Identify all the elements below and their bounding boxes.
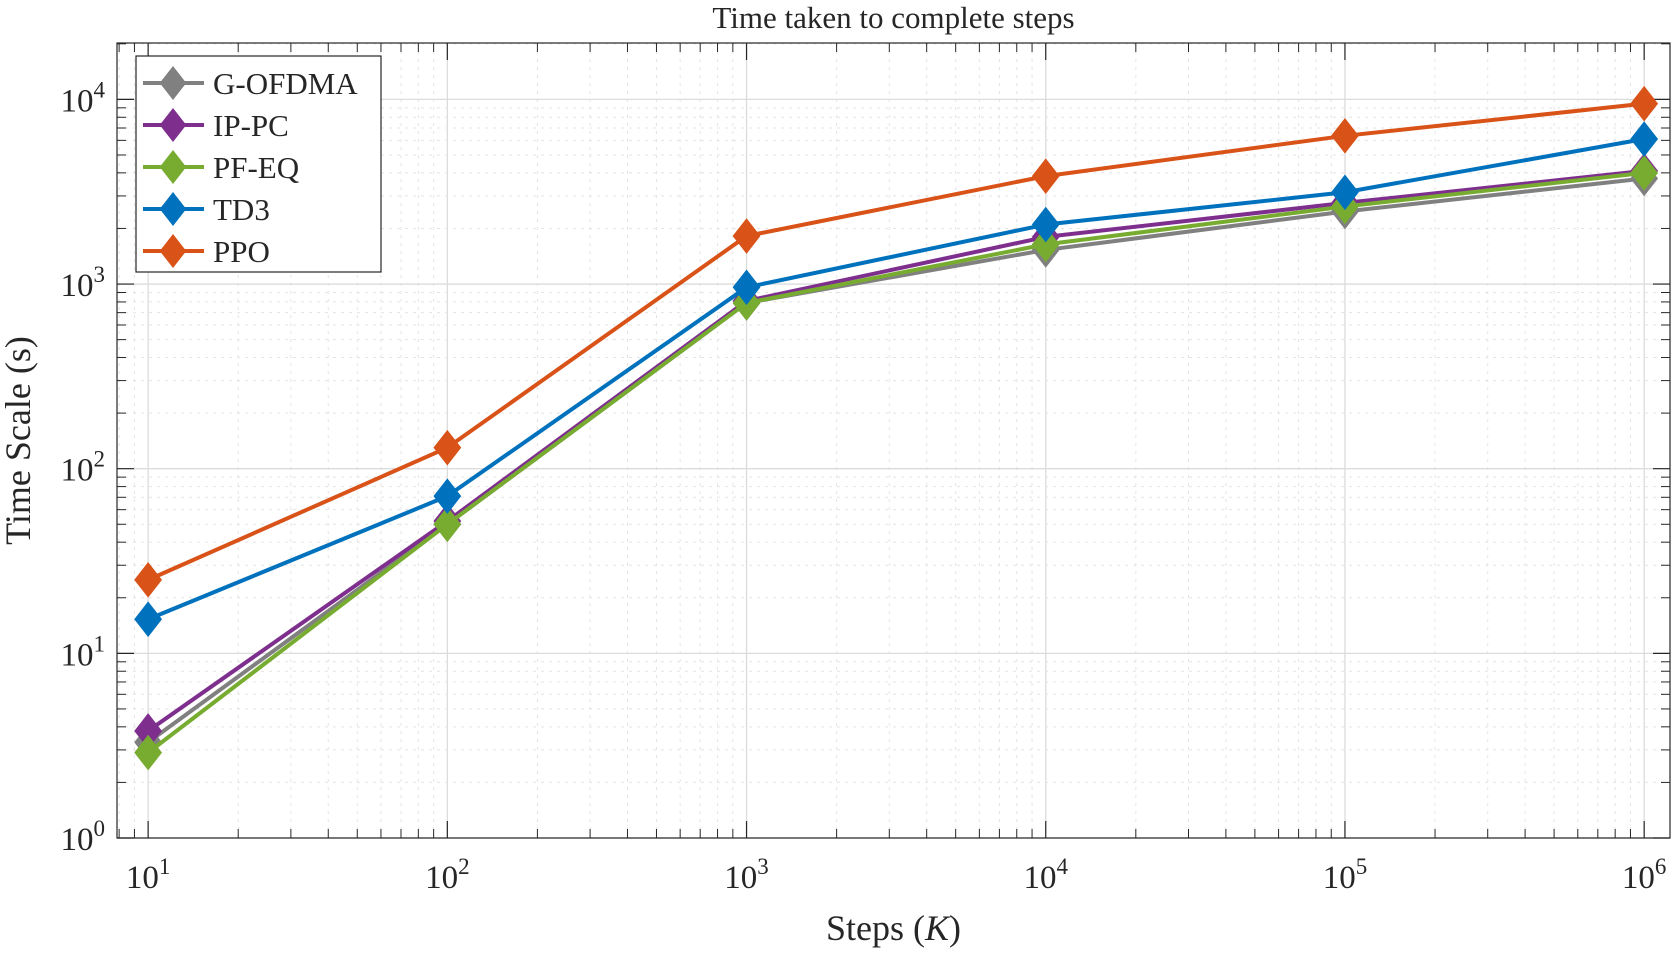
data-point: [1630, 85, 1659, 122]
data-point: [134, 562, 163, 598]
x-tick-label: 102: [425, 854, 470, 896]
data-point: [1630, 155, 1659, 191]
series-line: [146, 170, 1645, 755]
x-tick-base: 10: [425, 860, 458, 896]
series-line: [147, 137, 1645, 622]
data-point: [134, 601, 163, 638]
data-point: [1031, 158, 1060, 194]
chart-title: Time taken to complete steps: [712, 0, 1074, 35]
legend-item: PF-EQ: [143, 150, 299, 185]
legend-label: TD3: [213, 192, 270, 227]
series-group: [134, 85, 1659, 771]
legend-item: G-OFDMA: [143, 66, 358, 101]
data-point: [433, 478, 462, 514]
legend-marker: [159, 234, 187, 268]
y-axis-label: Time Scale (s): [0, 336, 38, 545]
x-axis-label-text: Steps (: [826, 908, 925, 948]
y-tick-exponent: 0: [94, 816, 106, 841]
data-point: [433, 506, 462, 543]
legend-item: TD3: [143, 192, 270, 227]
x-tick-base: 10: [1023, 860, 1056, 896]
legend-marker: [159, 192, 187, 226]
data-point: [1031, 226, 1060, 263]
y-tick-label: 101: [61, 631, 106, 673]
x-tick-exponent: 4: [1056, 854, 1068, 879]
x-axis-label-var: K: [924, 908, 951, 948]
data-point: [732, 269, 761, 306]
legend-label: PPO: [213, 234, 270, 269]
series-line: [147, 101, 1645, 582]
data-point: [732, 218, 761, 254]
legend-marker: [159, 108, 187, 142]
y-tick-exponent: 3: [94, 262, 106, 287]
y-tick-base: 10: [61, 83, 94, 119]
x-tick-label: 105: [1323, 854, 1368, 896]
y-tick-label: 103: [61, 262, 106, 304]
y-tick-base: 10: [61, 268, 94, 304]
x-tick-base: 10: [126, 860, 159, 896]
x-tick-label: 104: [1023, 854, 1068, 896]
y-tick-exponent: 4: [94, 77, 106, 102]
y-tick-exponent: 2: [94, 447, 106, 472]
data-point: [1331, 174, 1359, 211]
data-point: [1630, 121, 1659, 157]
x-tick-exponent: 1: [159, 854, 171, 879]
series-pf-eq: [134, 155, 1659, 771]
y-tick-label: 102: [61, 447, 106, 489]
data-point: [1031, 206, 1060, 243]
x-tick-label: 101: [126, 854, 171, 896]
x-tick-exponent: 6: [1655, 854, 1667, 879]
legend: G-OFDMA IP-PC PF-EQ TD3 PPO: [135, 55, 382, 273]
x-tick-base: 10: [1323, 860, 1356, 896]
y-tick-base: 10: [61, 637, 94, 673]
x-tick-exponent: 2: [458, 854, 470, 879]
legend-marker: [159, 66, 187, 100]
series-line: [146, 168, 1645, 733]
data-point: [433, 429, 462, 466]
x-tick-label: 106: [1622, 854, 1667, 896]
y-tick-label: 100: [61, 816, 106, 858]
y-tick-label: 104: [61, 77, 106, 119]
legend-marker: [159, 150, 187, 184]
x-tick-label: 103: [724, 854, 769, 896]
x-tick-exponent: 5: [1356, 854, 1368, 879]
x-axis-label: Steps (K): [826, 908, 961, 948]
legend-item: IP-PC: [143, 108, 289, 143]
series-ppo: [134, 85, 1659, 598]
x-axis-label-close: ): [949, 908, 961, 948]
x-tick-base: 10: [1622, 860, 1655, 896]
plot-frame: [116, 42, 1671, 839]
legend-label: PF-EQ: [213, 150, 299, 185]
y-tick-base: 10: [61, 453, 94, 489]
legend-item: PPO: [143, 234, 270, 269]
y-tick-exponent: 1: [94, 631, 106, 656]
x-tick-exponent: 3: [757, 854, 769, 879]
y-tick-base: 10: [61, 822, 94, 858]
legend-label: IP-PC: [213, 108, 289, 143]
data-point: [134, 734, 163, 771]
series-td3: [134, 121, 1659, 638]
x-tick-base: 10: [724, 860, 757, 896]
legend-label: G-OFDMA: [213, 66, 358, 101]
data-point: [1331, 117, 1359, 154]
